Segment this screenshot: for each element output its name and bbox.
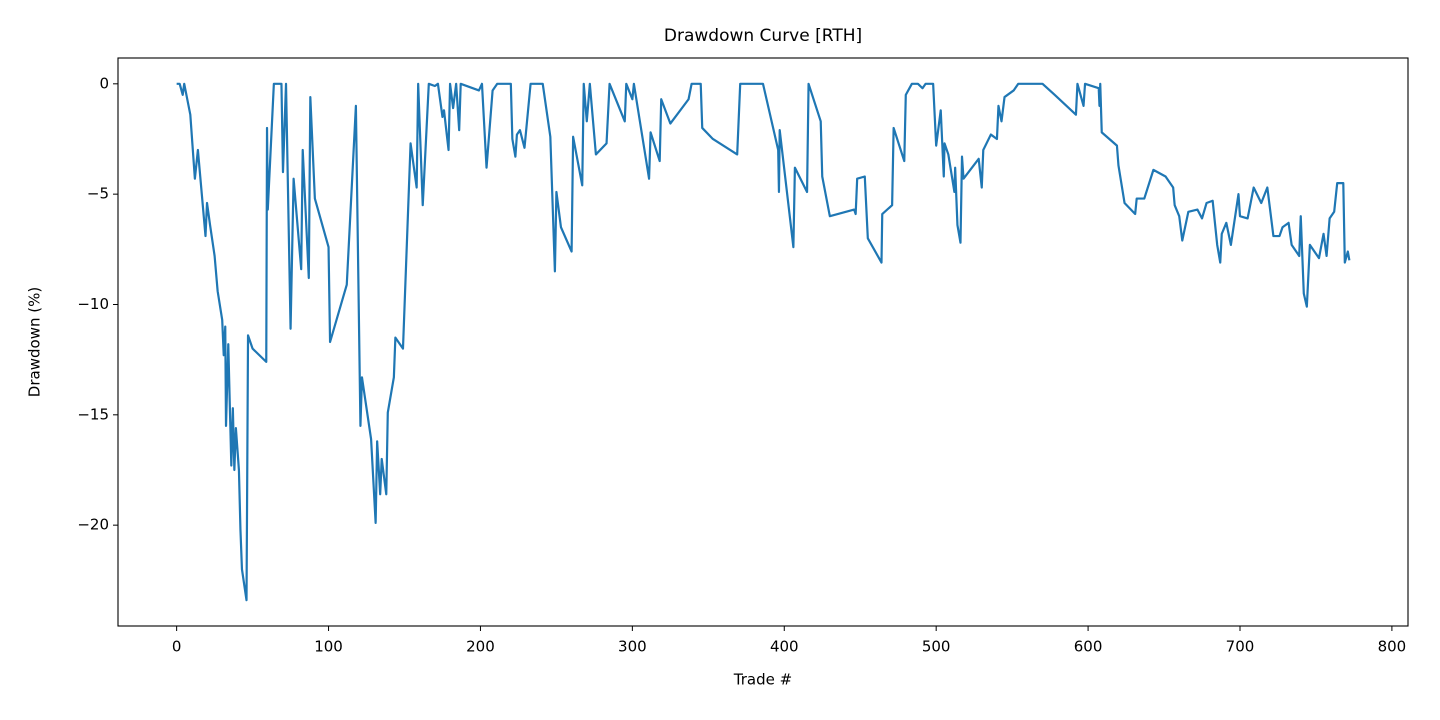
x-tick-label: 200 <box>466 638 495 656</box>
drawdown-line <box>176 82 1351 602</box>
y-tick-label: −20 <box>77 516 109 534</box>
x-tick-label: 700 <box>1226 638 1255 656</box>
y-tick-label: 0 <box>99 74 109 92</box>
x-axis-label: Trade # <box>733 671 792 689</box>
x-tick-label: 800 <box>1378 638 1407 656</box>
x-tick-label: 500 <box>922 638 951 656</box>
y-axis-label: Drawdown (%) <box>26 287 44 397</box>
y-tick-label: −10 <box>77 295 109 313</box>
y-tick-label: −5 <box>87 185 109 203</box>
chart-title: Drawdown Curve [RTH] <box>664 26 862 46</box>
x-tick-label: 300 <box>618 638 647 656</box>
y-tick-label: −15 <box>77 405 109 423</box>
x-tick-label: 100 <box>314 638 343 656</box>
x-tick-label: 0 <box>172 638 182 656</box>
plot-frame <box>117 57 1409 627</box>
x-tick-label: 400 <box>770 638 799 656</box>
x-tick-label: 600 <box>1074 638 1103 656</box>
